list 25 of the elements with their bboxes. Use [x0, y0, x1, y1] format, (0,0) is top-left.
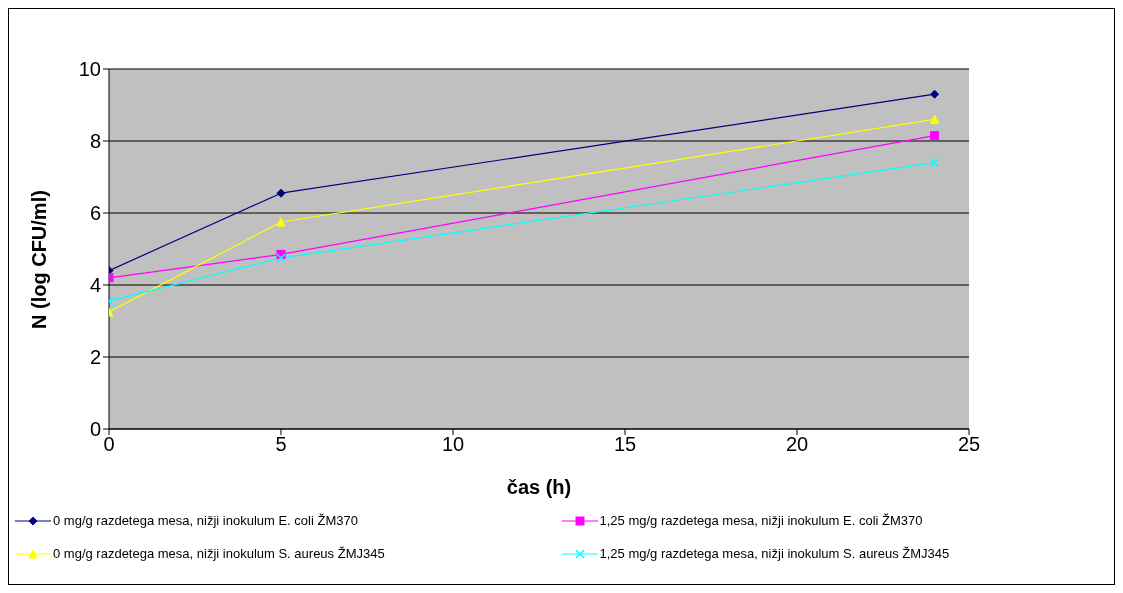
y-tick-label: 8: [89, 130, 101, 153]
y-tick-label: 0: [89, 418, 101, 441]
point: [276, 188, 286, 198]
x-tick-label: 10: [441, 433, 465, 456]
x-tick-label: 5: [275, 433, 287, 456]
legend-label: 1,25 mg/g razdetega mesa, nižji inokulum S. aureus ŽMJ345: [599, 546, 950, 561]
x-tick-label: 15: [613, 433, 637, 456]
y-tick-label: 10: [78, 58, 101, 81]
x-tick-label: 25: [957, 433, 981, 456]
legend-label: 0 mg/g razdetega mesa, nižji inokulum E. coli ŽM370: [53, 513, 358, 528]
point: [930, 131, 940, 141]
x-tick-label: 20: [785, 433, 809, 456]
point: [930, 89, 940, 99]
y-tick-label: 4: [89, 274, 101, 297]
x-tick-label: 0: [103, 433, 115, 456]
point: [929, 157, 940, 168]
point: [276, 253, 286, 263]
y-tick-label: 6: [89, 202, 101, 225]
legend-label: 0 mg/g razdetega mesa, nižji inokulum S. aureus ŽMJ345: [53, 546, 385, 561]
y-tick-label: 2: [89, 346, 101, 369]
y-axis-title: N (log CFU/ml): [28, 190, 51, 329]
legend-label: 1,25 mg/g razdetega mesa, nižji inokulum E. coli ŽM370: [599, 513, 923, 528]
point: [930, 114, 940, 124]
point: [276, 217, 286, 227]
x-axis-title: čas (h): [506, 476, 572, 498]
